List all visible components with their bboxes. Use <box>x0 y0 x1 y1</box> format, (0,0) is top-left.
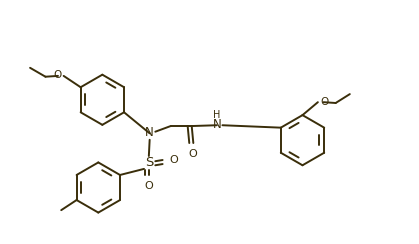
Text: H: H <box>214 110 221 120</box>
Text: O: O <box>320 97 328 107</box>
Text: N: N <box>213 118 222 131</box>
Text: O: O <box>145 181 153 191</box>
Text: O: O <box>53 71 61 81</box>
Text: O: O <box>189 149 197 159</box>
Text: S: S <box>145 156 153 169</box>
Text: N: N <box>145 126 154 139</box>
Text: O: O <box>169 155 178 165</box>
